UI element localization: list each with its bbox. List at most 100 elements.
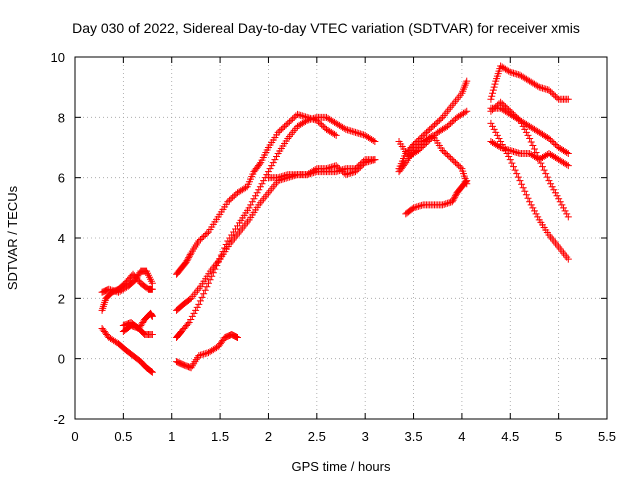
data-point: [422, 128, 430, 136]
x-tick-label: 3.5: [405, 429, 423, 444]
data-point: [187, 315, 195, 323]
data-point: [293, 110, 301, 118]
data-point: [347, 169, 355, 177]
data-point: [508, 69, 516, 77]
data-point: [555, 195, 563, 203]
data-point: [148, 285, 156, 293]
data-point: [297, 111, 305, 119]
data-point: [553, 192, 561, 200]
data-point: [547, 180, 555, 188]
data-point: [281, 172, 289, 180]
data-point: [518, 119, 526, 127]
data-point: [368, 157, 376, 165]
data-point: [506, 107, 514, 115]
data-point: [306, 115, 314, 123]
data-point: [273, 153, 281, 161]
data-point: [418, 201, 426, 209]
data-point: [539, 163, 547, 171]
data-point: [353, 166, 361, 174]
data-point: [413, 144, 421, 151]
x-tick-label: 1: [168, 429, 175, 444]
data-point: [331, 162, 339, 170]
data-point: [148, 312, 156, 320]
data-point: [424, 127, 432, 135]
data-point: [193, 303, 201, 311]
data-point: [505, 153, 513, 161]
data-point: [526, 198, 534, 206]
data-point: [511, 112, 519, 120]
data-point: [450, 116, 458, 124]
data-point: [518, 180, 526, 188]
data-point: [439, 201, 447, 209]
data-point: [184, 255, 192, 263]
data-point: [439, 147, 447, 155]
data-point: [513, 149, 521, 157]
data-point: [277, 173, 285, 181]
data-point: [274, 174, 282, 182]
data-point: [408, 205, 416, 213]
data-point: [225, 196, 233, 204]
data-point: [195, 300, 203, 308]
data-point: [276, 173, 284, 181]
data-point: [289, 115, 297, 123]
data-point: [186, 295, 194, 303]
data-point: [282, 171, 290, 179]
data-point: [524, 131, 532, 139]
x-tick-label: 4.5: [501, 429, 519, 444]
data-point: [105, 285, 113, 293]
y-tick-label: 6: [58, 171, 65, 186]
data-point: [284, 119, 292, 127]
data-point: [519, 122, 527, 130]
data-point: [364, 158, 372, 166]
data-point: [447, 154, 455, 162]
data-point: [327, 163, 335, 171]
data-point: [492, 103, 500, 111]
y-tick-label: 8: [58, 110, 65, 125]
data-point: [563, 210, 571, 218]
data-point: [242, 184, 250, 192]
data-point: [352, 128, 360, 136]
data-point: [522, 191, 530, 199]
data-point: [511, 166, 519, 174]
data-point: [511, 148, 519, 156]
data-point: [493, 131, 501, 139]
data-point: [206, 276, 214, 284]
data-point: [548, 89, 556, 97]
data-point: [498, 100, 506, 108]
y-tick-label: 2: [58, 291, 65, 306]
data-point: [514, 115, 522, 123]
data-point: [411, 203, 419, 211]
data-point: [258, 180, 266, 188]
data-point: [324, 164, 332, 172]
data-point: [505, 146, 513, 154]
data-point: [501, 103, 509, 111]
data-point: [256, 183, 264, 191]
data-point: [282, 121, 290, 129]
data-point: [340, 124, 348, 132]
data-point: [369, 156, 377, 164]
data-point: [192, 306, 200, 314]
data-point: [513, 70, 521, 78]
data-point: [537, 84, 545, 92]
data-point: [534, 82, 542, 90]
x-tick-label: 4: [458, 429, 465, 444]
data-point: [503, 150, 511, 158]
data-point: [449, 196, 457, 204]
x-tick-label: 1.5: [211, 429, 229, 444]
data-point: [551, 92, 559, 100]
data-point: [248, 198, 256, 206]
data-point: [426, 125, 434, 133]
data-point: [448, 118, 456, 126]
data-point: [287, 116, 295, 124]
data-point: [361, 159, 369, 167]
data-point: [266, 165, 274, 173]
data-point: [495, 134, 503, 142]
data-point: [358, 130, 366, 138]
ticks: 0 0.5 1 1.5 2 2.5 3 3.5 4 4.5 5 5.5 -2 0 2 4 6 8 10: [51, 50, 617, 444]
data-point: [440, 200, 448, 208]
data-point: [545, 86, 553, 94]
data-point: [363, 158, 371, 166]
data-point: [355, 165, 363, 173]
data-point: [413, 203, 421, 211]
